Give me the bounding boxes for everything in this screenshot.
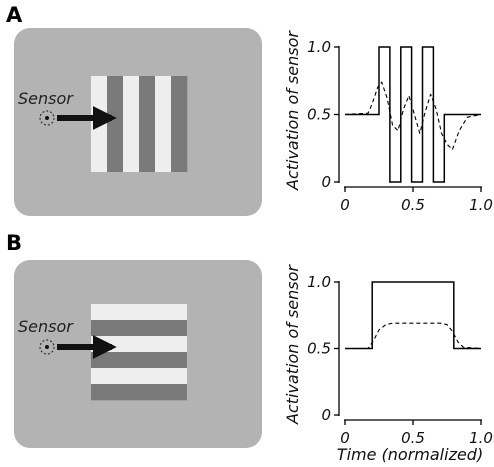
x-tick-label: 1.0 — [469, 429, 493, 447]
sensor-label-a: Sensor — [18, 89, 74, 108]
x-tick-label: 0 — [340, 429, 350, 447]
stripe-dark — [91, 320, 187, 337]
sensor-label-b: Sensor — [18, 317, 74, 336]
stripe-light — [123, 76, 140, 172]
stripe-pattern-vertical — [91, 76, 188, 172]
y-tick-label: 0.5 — [307, 106, 331, 124]
panel-a: A Sensor 0 0.5 1.0 0 0.5 1.0 Activation of sen… — [6, 3, 493, 216]
activation-chart-b: 0 0.5 1.0 0 0.5 1.0 Activation of sensor Time (… — [283, 264, 493, 464]
panel-letter-b: B — [6, 231, 22, 255]
y-axis-title: Activation of sensor — [283, 30, 302, 191]
stimulus-solid-line — [345, 46, 481, 183]
sensor-response-dashed-line — [345, 322, 482, 350]
stripe-pattern-horizontal — [91, 304, 187, 401]
y-tick-label: 0 — [321, 173, 331, 191]
stripe-light — [91, 368, 187, 385]
x-tick-label: 0 — [340, 196, 350, 214]
x-tick-label: 1.0 — [469, 196, 493, 214]
y-tick-label: 1.0 — [307, 38, 331, 56]
y-axis-title: Activation of sensor — [283, 264, 302, 425]
stripe-dark — [91, 384, 187, 401]
y-tick-label: 0.5 — [307, 340, 331, 358]
sensor-response-dashed-line — [344, 81, 482, 151]
stripe-dark — [107, 76, 124, 172]
panel-b: B Sensor 0 0.5 1.0 0 0.5 1.0 Activation of sen… — [6, 231, 493, 464]
stripe-light — [91, 76, 108, 172]
stripe-light — [155, 76, 172, 172]
stripe-dark — [171, 76, 188, 172]
panel-letter-a: A — [6, 3, 23, 27]
sensor-icon-b — [39, 339, 55, 355]
x-axis-title: Time (normalized) — [337, 445, 483, 464]
y-tick-label: 0 — [321, 406, 331, 424]
y-tick-label: 1.0 — [307, 273, 331, 291]
sensor-icon-a — [39, 110, 55, 126]
stimulus-solid-line — [345, 281, 481, 350]
x-tick-label: 0.5 — [401, 196, 425, 214]
stripe-dark — [91, 352, 187, 369]
x-tick-label: 0.5 — [401, 429, 425, 447]
activation-chart-a: 0 0.5 1.0 0 0.5 1.0 Activation of sensor — [283, 30, 493, 214]
stripe-dark — [139, 76, 156, 172]
stripe-light — [91, 304, 187, 321]
